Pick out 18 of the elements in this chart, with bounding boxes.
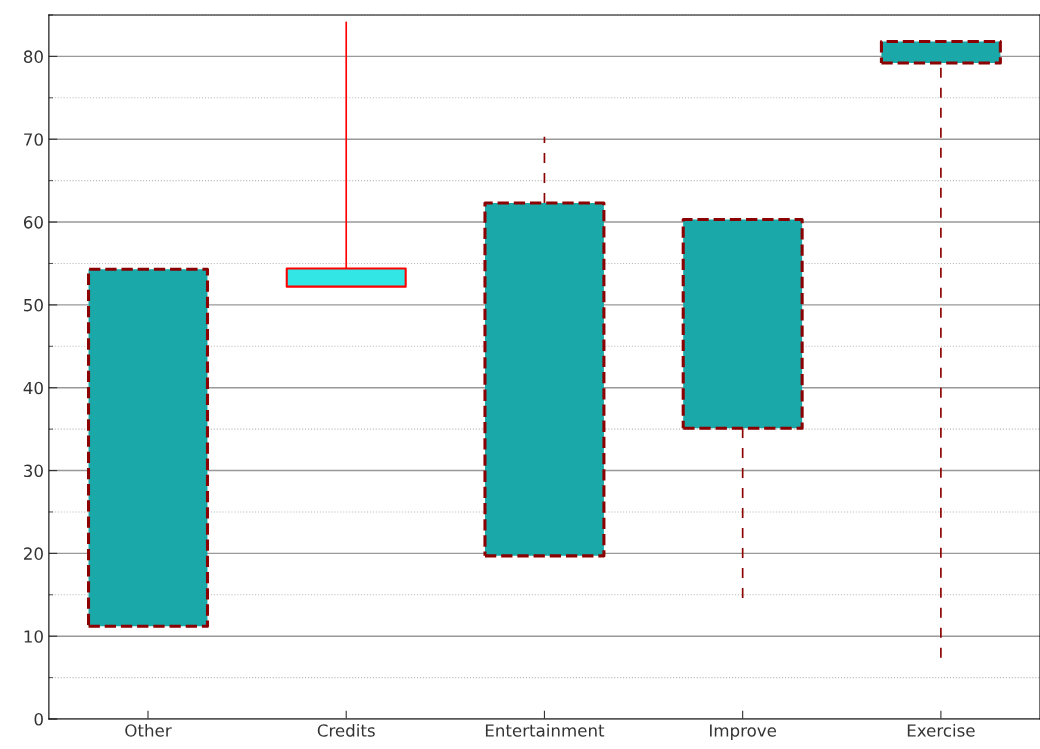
y-tick-label: 70 [24, 133, 43, 146]
x-tick-label: Entertainment [485, 723, 605, 737]
y-tick-label: 50 [24, 298, 43, 312]
y-tick-label: 60 [23, 216, 43, 229]
x-tick-label: Improve [710, 724, 777, 741]
y-tick-label: 20 [24, 547, 43, 560]
candlestick [483, 135, 606, 558]
candlestick [681, 218, 804, 599]
y-tick-label: 0 [34, 713, 43, 726]
x-tick-label: Exercise [907, 723, 975, 737]
y-tick-label: 40 [23, 381, 43, 395]
y-tick-label: 30 [24, 464, 43, 478]
x-tick-label: Other [125, 723, 172, 737]
y-tick-label: 10 [24, 630, 43, 643]
candlestick [86, 267, 209, 628]
y-tick-label: 80 [23, 50, 43, 63]
x-tick-label: Credits [317, 723, 375, 737]
candlestick [285, 21, 407, 288]
